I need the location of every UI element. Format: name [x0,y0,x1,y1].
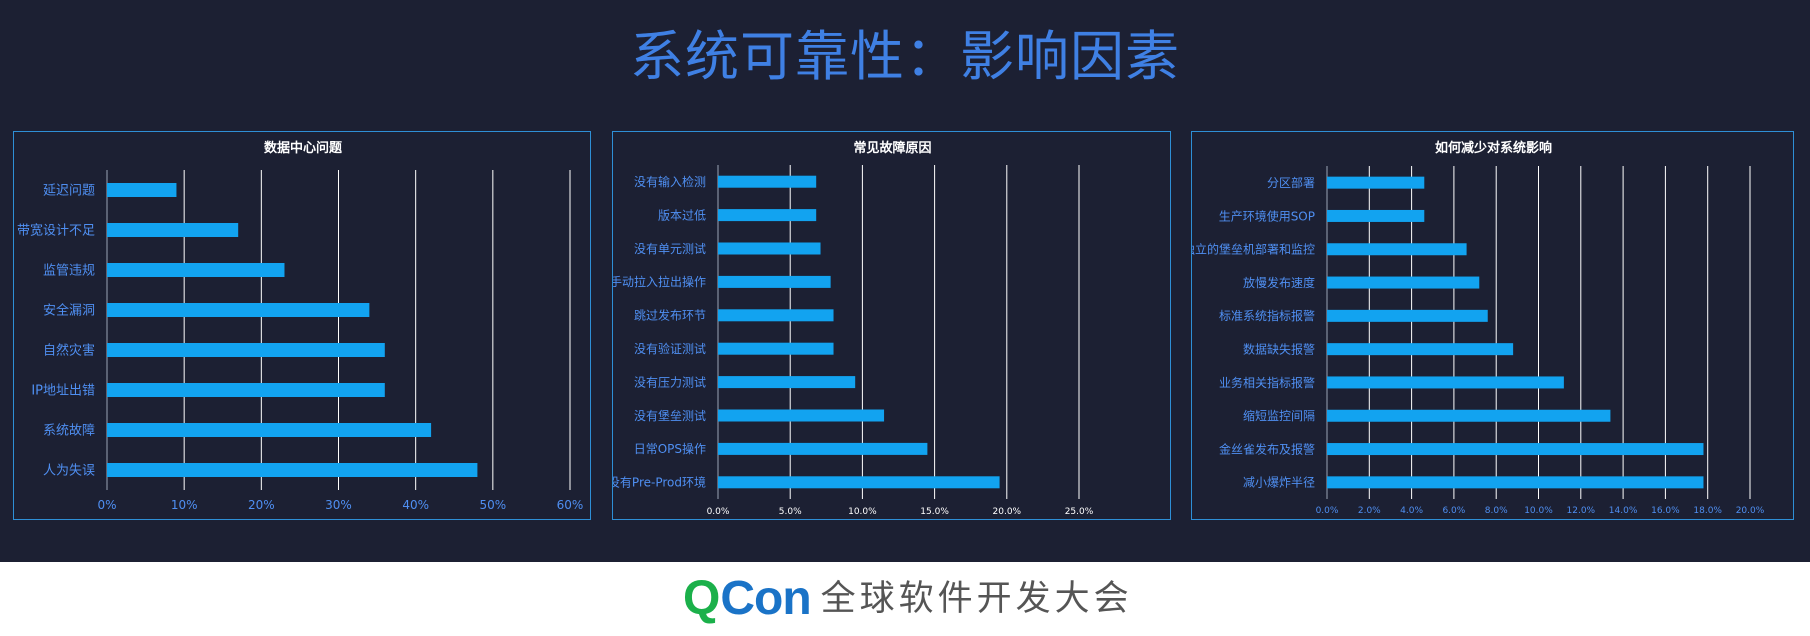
slide-background: 系统可靠性：影响因素 数据中心问题 0% 10% 20% 30% 40% 50% 60% 延迟问… [0,0,1810,562]
bar-8 [107,463,478,477]
x-tick-label: 0.0% [707,507,730,517]
category-label: 没有压力测试 [634,374,706,389]
x-tick-label: 40% [402,498,429,512]
logo-subtitle: 全球软件开发大会 [820,579,1133,619]
x-tick-label: 12.0% [1567,506,1596,516]
bar-1 [107,183,177,197]
bar-3 [1327,243,1467,256]
category-label: 延迟问题 [43,184,95,199]
x-tick-label: 10.0% [848,507,877,517]
x-tick-label: 15.0% [920,507,949,517]
logo-con-text: Con [720,572,811,625]
category-label: 数据缺失报警 [1243,341,1315,356]
category-label: 没有输入检测 [634,174,706,189]
bar-1 [718,175,817,188]
x-tick-label: 16.0% [1651,506,1680,516]
x-tick-label: 2.0% [1358,506,1381,516]
bar-2 [1327,209,1425,222]
bar-8 [1327,409,1611,422]
category-label: 手动拉入拉出操作 [613,274,706,289]
x-tick-label: 8.0% [1485,506,1508,516]
category-label: 没有堡垒测试 [634,408,706,423]
x-tick-label: 50% [479,498,506,512]
category-label: 分区部署 [1267,175,1315,190]
x-tick-label: 25.0% [1065,507,1094,517]
x-tick-label: 4.0% [1400,506,1423,516]
bar-2 [107,223,239,237]
chart-title: 数据中心问题 [264,140,343,156]
x-tick-label: 6.0% [1442,506,1465,516]
bar-4 [107,303,370,317]
category-label: 缩短监控间隔 [1243,408,1315,423]
bar-6 [718,342,834,355]
bar-10 [718,476,1000,489]
category-label: 放慢发布速度 [1243,275,1315,290]
category-label: 版本过低 [658,208,706,222]
x-tick-label: 20% [248,498,275,512]
category-label: 业务相关指标报警 [1219,375,1315,390]
category-label: 金丝雀发布及报警 [1219,441,1315,456]
x-tick-label: 10.0% [1524,506,1553,516]
x-tick-label: 60% [557,498,584,512]
x-tick-label: 10% [171,498,198,512]
category-label: 系统故障 [43,424,95,439]
category-label: 带宽设计不足 [17,223,95,239]
bar-9 [718,442,928,455]
bar-3 [718,242,821,255]
bar-7 [718,376,856,389]
category-label: 标准系统指标报警 [1219,308,1315,323]
x-tick-label: 20.0% [1736,506,1765,516]
chart-panel-datacenter-issues: 数据中心问题 0% 10% 20% 30% 40% 50% 60% 延迟问题带宽设计不足监管违规… [13,131,591,520]
x-tick-label: 5.0% [779,507,802,517]
bar-4 [718,275,831,288]
chart-reduce-impact: 如何减少对系统影响 0.0% 2.0% 4.0% 6.0% 8.0% 10.0% 12.0% 1… [1192,140,1765,516]
bar-10 [1327,476,1704,489]
bar-7 [107,423,432,437]
category-label: 安全漏洞 [43,303,95,319]
x-tick-label: 20.0% [993,507,1022,517]
qcon-logo: Q Con 全球软件开发大会 [683,572,1133,625]
x-tick-label: 30% [325,498,352,512]
chart-common-failure-causes: 常见故障原因 0.0% 5.0% 10.0% 15.0% 20.0% 25.0% 没有输入检测… [613,140,1094,517]
category-label: 独立的堡垒机部署和监控 [1192,242,1315,257]
category-label: 日常OPS操作 [634,441,706,456]
category-label: 人为失误 [43,464,95,479]
bar-5 [718,309,834,322]
chart-title: 常见故障原因 [853,140,931,156]
category-label: 生产环境使用SOP [1219,208,1315,223]
bar-1 [1327,176,1425,189]
category-label: 减小爆炸半径 [1243,476,1315,490]
bar-9 [1327,443,1704,456]
page-title: 系统可靠性：影响因素 [630,25,1180,88]
bar-8 [718,409,885,422]
category-label: 没有单元测试 [634,241,706,256]
category-label: 自然灾害 [43,343,95,359]
bar-7 [1327,376,1564,389]
category-label: 监管违规 [43,264,95,279]
bar-4 [1327,276,1480,289]
x-tick-label: 18.0% [1693,506,1722,516]
category-label: 没有Pre-Prod环境 [613,475,706,490]
bar-5 [1327,309,1488,322]
bar-6 [1327,343,1514,356]
chart-panel-reduce-impact: 如何减少对系统影响 0.0% 2.0% 4.0% 6.0% 8.0% 10.0% 12.0% 1… [1191,131,1794,520]
category-label: 跳过发布环节 [634,308,706,323]
chart-datacenter-issues: 数据中心问题 0% 10% 20% 30% 40% 50% 60% 延迟问题带宽设计不足监管违规… [17,140,584,512]
bar-2 [718,209,817,222]
footer-bar [0,562,1810,636]
category-label: IP地址出错 [31,384,95,399]
category-label: 没有验证测试 [634,341,706,356]
bar-6 [107,383,385,397]
chart-panel-common-failure-causes: 常见故障原因 0.0% 5.0% 10.0% 15.0% 20.0% 25.0% 没有输入检测… [612,131,1171,520]
bar-5 [107,343,385,357]
x-tick-label: 0.0% [1316,506,1339,516]
bar-3 [107,263,285,277]
x-tick-label: 0% [97,498,116,512]
x-tick-label: 14.0% [1609,506,1638,516]
logo-q-mark: Q [683,572,721,625]
chart-title: 如何减少对系统影响 [1435,140,1552,156]
